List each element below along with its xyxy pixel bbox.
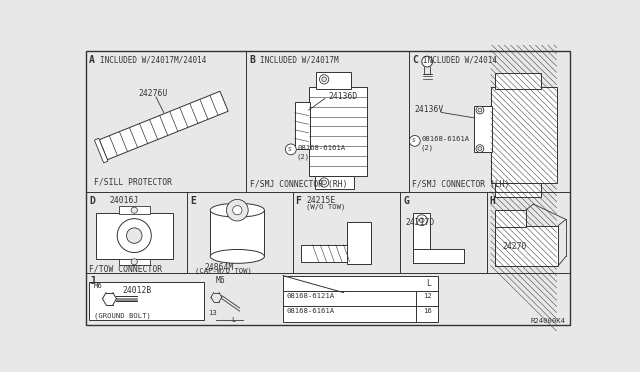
Bar xyxy=(315,176,353,189)
Circle shape xyxy=(285,144,296,155)
Text: J: J xyxy=(90,276,95,286)
Text: M6: M6 xyxy=(216,276,225,285)
Circle shape xyxy=(319,178,329,187)
Bar xyxy=(316,71,351,89)
Polygon shape xyxy=(99,91,228,160)
Text: 24136D: 24136D xyxy=(328,92,357,102)
Text: 24136V: 24136V xyxy=(415,105,444,114)
Text: 24864M: 24864M xyxy=(204,263,233,272)
Circle shape xyxy=(117,219,151,253)
Text: C: C xyxy=(412,55,419,65)
Text: 08168-6161A: 08168-6161A xyxy=(297,145,345,151)
Circle shape xyxy=(410,135,420,146)
Text: INCLUDED W/24017M/24014: INCLUDED W/24017M/24014 xyxy=(100,55,207,64)
Text: D: D xyxy=(90,196,95,206)
Text: 24270: 24270 xyxy=(502,242,527,251)
Circle shape xyxy=(319,75,329,84)
Text: R24000K4: R24000K4 xyxy=(530,318,565,324)
Text: F/SILL PROTECTOR: F/SILL PROTECTOR xyxy=(94,177,172,186)
Bar xyxy=(491,87,557,183)
Text: (W/O TOW): (W/O TOW) xyxy=(307,203,346,210)
Bar xyxy=(283,276,438,322)
Text: B: B xyxy=(249,55,255,65)
Bar xyxy=(495,225,558,266)
Polygon shape xyxy=(94,138,108,163)
Text: INCLUDED W/24014: INCLUDED W/24014 xyxy=(423,55,497,64)
Circle shape xyxy=(419,218,424,222)
Text: (2): (2) xyxy=(297,153,310,160)
Text: A: A xyxy=(90,55,95,65)
Text: 12: 12 xyxy=(423,293,431,299)
Bar xyxy=(413,212,430,263)
Bar xyxy=(301,245,371,262)
Bar xyxy=(119,259,150,265)
Bar xyxy=(495,183,541,197)
Bar xyxy=(308,87,367,176)
Bar xyxy=(119,206,150,214)
Text: 24217D: 24217D xyxy=(406,218,435,227)
Circle shape xyxy=(322,180,326,185)
Circle shape xyxy=(127,228,142,243)
Text: F/SMJ CONNECTOR (RH): F/SMJ CONNECTOR (RH) xyxy=(250,180,348,189)
Text: G: G xyxy=(403,196,409,206)
Circle shape xyxy=(476,106,484,114)
Text: 08168-6121A: 08168-6121A xyxy=(286,293,334,299)
Bar xyxy=(413,250,463,263)
Text: F/TOW CONNECTOR: F/TOW CONNECTOR xyxy=(90,264,163,273)
Text: M6: M6 xyxy=(94,283,102,289)
Bar xyxy=(495,73,541,89)
Text: (CAP-W/O TOW): (CAP-W/O TOW) xyxy=(195,268,252,275)
Text: (2): (2) xyxy=(421,145,434,151)
Text: 24016J: 24016J xyxy=(109,196,139,205)
Text: 08168-6161A: 08168-6161A xyxy=(421,136,469,142)
Ellipse shape xyxy=(210,203,264,217)
Bar xyxy=(348,222,371,264)
Text: 16: 16 xyxy=(423,308,431,314)
Circle shape xyxy=(131,207,138,213)
Circle shape xyxy=(478,147,482,151)
Text: 24215E: 24215E xyxy=(307,196,335,205)
Circle shape xyxy=(422,56,433,67)
Circle shape xyxy=(131,259,138,265)
Text: 08168-6161A: 08168-6161A xyxy=(286,308,334,314)
Bar xyxy=(474,106,492,153)
Text: S: S xyxy=(288,147,291,152)
Text: L: L xyxy=(231,317,236,323)
Ellipse shape xyxy=(210,250,264,263)
Circle shape xyxy=(417,215,428,225)
Text: INCLUDED W/24017M: INCLUDED W/24017M xyxy=(260,55,339,64)
Text: F: F xyxy=(296,196,301,206)
Circle shape xyxy=(322,77,326,81)
Text: L: L xyxy=(426,279,431,289)
Bar xyxy=(495,210,525,227)
Circle shape xyxy=(233,206,242,215)
Bar xyxy=(95,212,173,259)
Bar xyxy=(90,282,204,320)
Text: S: S xyxy=(412,138,415,143)
Bar xyxy=(210,210,264,256)
Text: H: H xyxy=(489,196,495,206)
Text: E: E xyxy=(190,196,196,206)
Text: 13: 13 xyxy=(208,310,216,316)
Text: 24012B: 24012B xyxy=(123,286,152,295)
Circle shape xyxy=(476,145,484,153)
Text: (GROUND BOLT): (GROUND BOLT) xyxy=(94,312,151,319)
Circle shape xyxy=(227,199,248,221)
Bar xyxy=(294,102,310,148)
Text: F/SMJ CONNECTOR (LH): F/SMJ CONNECTOR (LH) xyxy=(412,180,510,189)
Circle shape xyxy=(478,108,482,112)
Text: 24276U: 24276U xyxy=(138,89,168,98)
